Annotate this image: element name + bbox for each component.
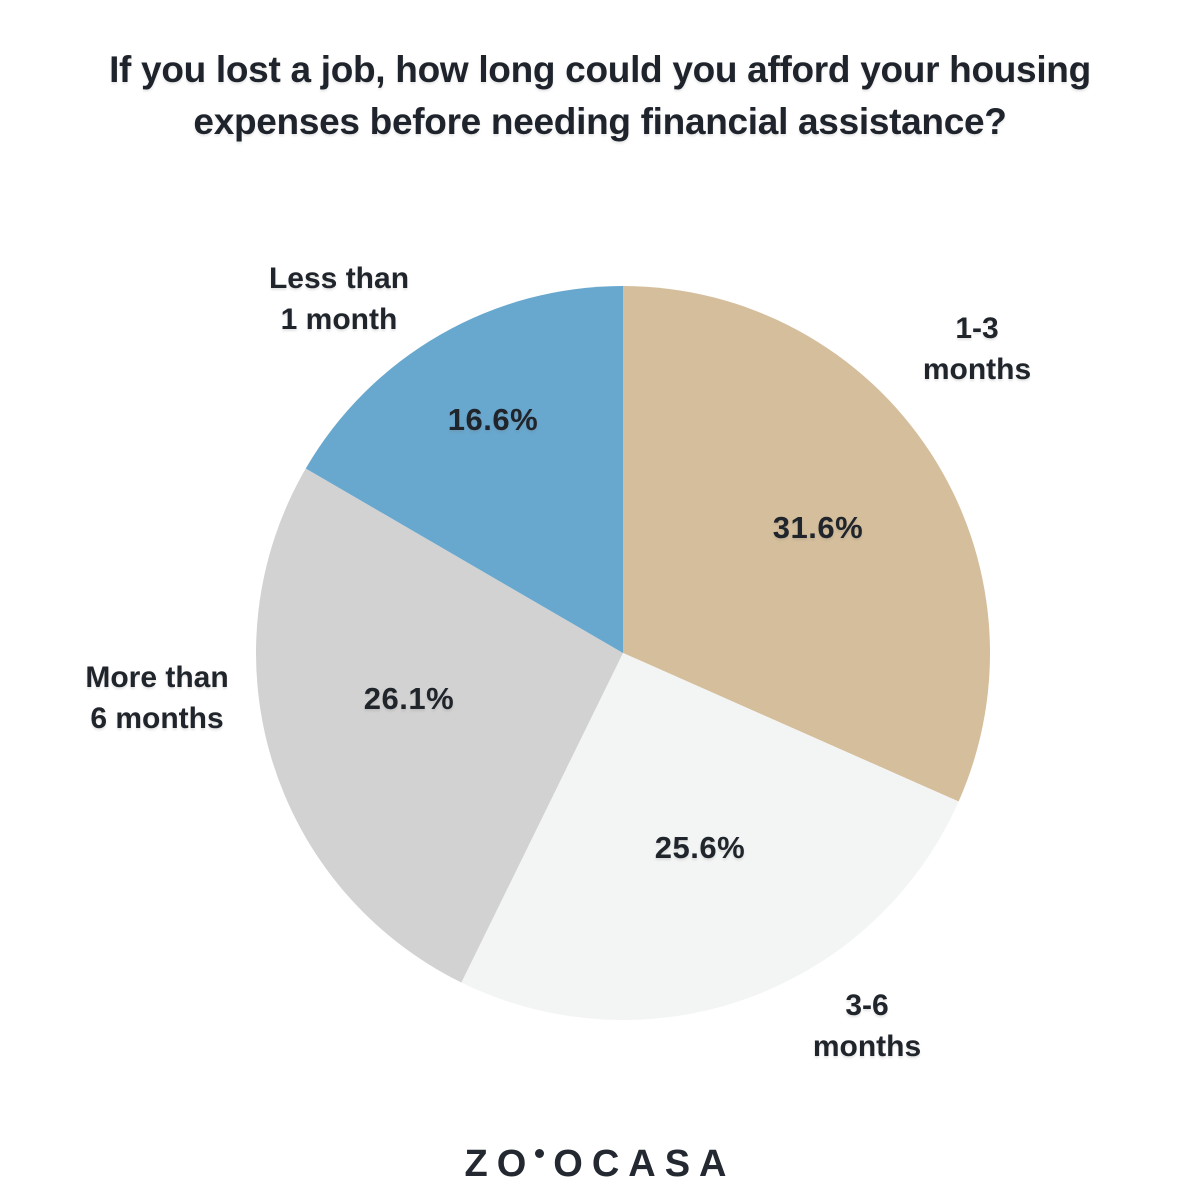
pie-slice-less-than-1-month xyxy=(305,286,623,653)
slice-label-3-6-months: 3-6 months xyxy=(813,985,921,1067)
zoocasa-logo-text-right: OCASA xyxy=(553,1143,736,1185)
slice-label-line: months xyxy=(812,1030,922,1063)
slice-label-line: 3-6 xyxy=(845,989,889,1022)
slice-value-3-6-months: 25.6% xyxy=(654,830,746,865)
slice-label-line: More than xyxy=(85,661,229,694)
slice-label-line: months xyxy=(922,353,1032,386)
slice-label-line: 6 months xyxy=(90,702,224,735)
slice-label-line: Less than xyxy=(268,262,410,295)
pie-slice-1-3-months xyxy=(623,286,990,802)
slice-label-more-than-6-months: More than 6 months xyxy=(85,657,228,739)
pie-slice-more-than-6-months xyxy=(256,468,623,983)
slice-value-more-than-6-months: 26.1% xyxy=(363,681,455,716)
zoocasa-logo-text-left: ZO xyxy=(464,1143,536,1185)
zoocasa-logo: ZO OCASA xyxy=(0,1142,1200,1186)
slice-label-less-than-1-month: Less than 1 month xyxy=(269,258,409,340)
slice-label-line: 1 month xyxy=(280,303,398,336)
slice-label-line: 1-3 xyxy=(955,312,999,345)
chart-title-line-1: If you lost a job, how long could you af… xyxy=(109,49,1091,90)
chart-title: If you lost a job, how long could you af… xyxy=(0,44,1200,148)
pie-slice-3-6-months xyxy=(461,653,959,1020)
slice-value-less-than-1-month: 16.6% xyxy=(447,402,539,437)
chart-title-line-2: expenses before needing financial assist… xyxy=(193,101,1007,142)
slice-label-1-3-months: 1-3 months xyxy=(923,308,1031,390)
slice-value-1-3-months: 31.6% xyxy=(772,510,864,545)
logo-dot-icon xyxy=(535,1149,545,1158)
